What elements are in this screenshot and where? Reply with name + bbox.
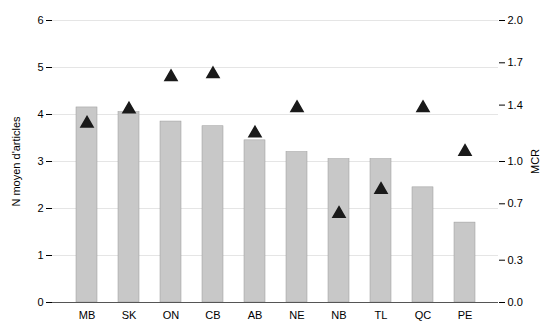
svg-text:MB: MB [79,309,96,321]
svg-text:1.0: 1.0 [508,155,523,167]
svg-text:1.4: 1.4 [508,99,523,111]
svg-text:PE: PE [458,309,473,321]
svg-text:CB: CB [205,309,220,321]
svg-text:2: 2 [37,202,43,214]
svg-text:SK: SK [122,309,137,321]
svg-text:AB: AB [248,309,263,321]
svg-text:ON: ON [163,309,180,321]
svg-text:0.3: 0.3 [508,254,523,266]
svg-text:6: 6 [37,14,43,26]
svg-text:4: 4 [37,108,43,120]
svg-text:QC: QC [415,309,432,321]
svg-text:2.0: 2.0 [508,14,523,26]
svg-text:MCR: MCR [529,149,541,174]
svg-text:5: 5 [37,61,43,73]
svg-text:N moyen d'articles: N moyen d'articles [10,116,22,207]
svg-text:0.7: 0.7 [508,197,523,209]
svg-text:NB: NB [331,309,346,321]
svg-text:NE: NE [289,309,304,321]
svg-text:TL: TL [375,309,388,321]
svg-text:0: 0 [37,296,43,308]
svg-text:1: 1 [37,249,43,261]
svg-text:0.0: 0.0 [508,296,523,308]
svg-text:1.7: 1.7 [508,56,523,68]
svg-text:3: 3 [37,155,43,167]
